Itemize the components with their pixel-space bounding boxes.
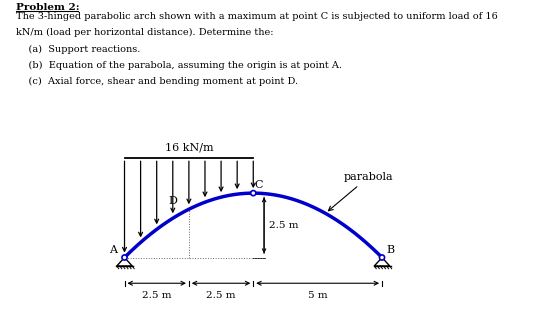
Text: 2.5 m: 2.5 m <box>142 291 172 300</box>
Text: 5 m: 5 m <box>308 291 327 300</box>
Text: parabola: parabola <box>328 172 393 211</box>
Circle shape <box>380 255 384 260</box>
Text: The 3-hinged parabolic arch shown with a maximum at point C is subjected to unif: The 3-hinged parabolic arch shown with a… <box>16 12 498 21</box>
Text: A: A <box>109 245 117 256</box>
Text: kN/m (load per horizontal distance). Determine the:: kN/m (load per horizontal distance). Det… <box>16 28 274 37</box>
Circle shape <box>122 255 127 260</box>
Text: Problem 2:: Problem 2: <box>16 3 80 12</box>
Text: 2.5 m: 2.5 m <box>206 291 236 300</box>
Text: (b)  Equation of the parabola, assuming the origin is at point A.: (b) Equation of the parabola, assuming t… <box>16 61 342 70</box>
Text: 2.5 m: 2.5 m <box>269 221 298 230</box>
Text: 16 kN/m: 16 kN/m <box>165 143 213 153</box>
Text: D: D <box>168 196 177 206</box>
Text: C: C <box>254 180 263 190</box>
Text: (a)  Support reactions.: (a) Support reactions. <box>16 44 140 54</box>
Text: B: B <box>387 245 395 256</box>
Text: (c)  Axial force, shear and bending moment at point D.: (c) Axial force, shear and bending momen… <box>16 77 298 87</box>
Circle shape <box>251 191 256 196</box>
